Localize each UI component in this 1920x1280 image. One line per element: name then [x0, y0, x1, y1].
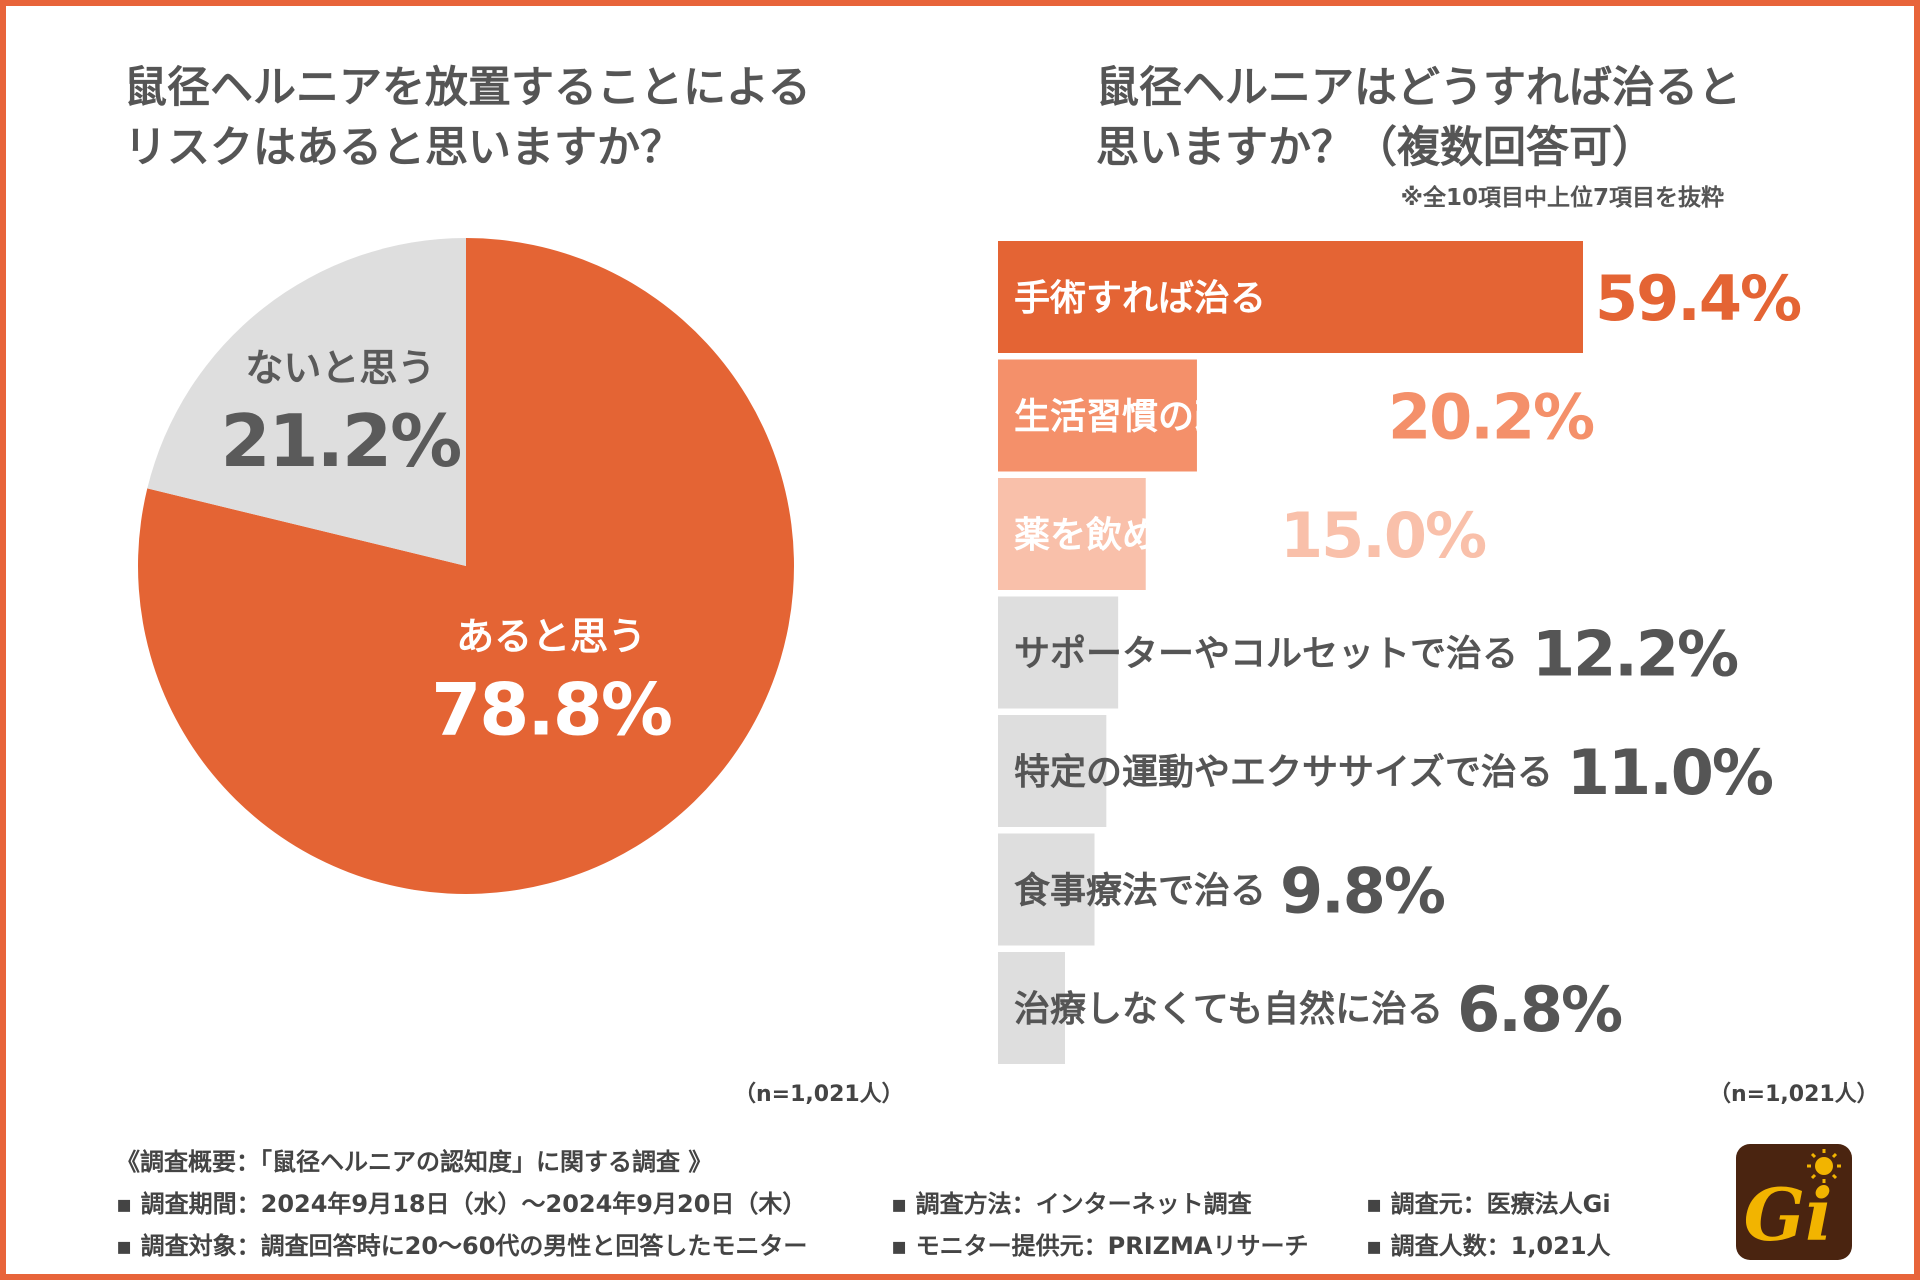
bar-value-7: 6.8% [1457, 973, 1622, 1046]
bar-value-1: 59.4% [1595, 262, 1801, 335]
survey-overview: 《調査概要：「鼠径ヘルニアの認知度」に関する調査 》 ▪ 調査期間：2024年9… [116, 1141, 1716, 1267]
bar-3 [998, 478, 1146, 590]
pie-slice-1 [137, 238, 794, 894]
pie-chart: あると思う 78.8% ないと思う 21.2% [137, 238, 794, 894]
logo-mark: Gi [1744, 1149, 1841, 1257]
survey-source: ▪ 調査元：医療法人Gi [1366, 1190, 1611, 1218]
pie-sample-size: （n=1,021人） [734, 1082, 904, 1107]
survey-count: ▪ 調査人数：1,021人 [1366, 1232, 1611, 1260]
bar-title-line1: 鼠径ヘルニアはどうすれば治ると [1096, 63, 1741, 113]
pie-slice-value-1: 78.8% [431, 667, 671, 751]
bar-chart-note: ※全10項目中上位7項目を抜粋 [1400, 185, 1724, 211]
bar-value-6: 9.8% [1280, 855, 1445, 928]
pie-title-line1: 鼠径ヘルニアを放置することによる [124, 63, 811, 113]
bar-5 [998, 715, 1107, 827]
survey-row-1: ▪ 調査期間：2024年9月18日（水）～2024年9月20日（木） ▪ 調査方… [116, 1183, 1716, 1225]
bar-label-3: 薬を飲めば治る [1014, 515, 1266, 556]
survey-heading: 《調査概要：「鼠径ヘルニアの認知度」に関する調査 》 [116, 1148, 713, 1176]
bar-7 [998, 952, 1065, 1064]
pie-slice-label-2: ないと思う [245, 346, 435, 390]
bar-title-line2: 思いますか？（複数回答可） [1096, 123, 1655, 173]
bar-chart-title: 鼠径ヘルニアはどうすれば治ると 思いますか？（複数回答可） [1096, 58, 1796, 178]
survey-provider: ▪ モニター提供元：PRIZMAリサーチ [891, 1232, 1309, 1260]
survey-method: ▪ 調査方法：インターネット調査 [891, 1190, 1252, 1218]
bar-1 [998, 241, 1583, 353]
bar-value-5: 11.0% [1567, 736, 1773, 809]
bar-6 [998, 833, 1095, 946]
bar-label-5: 特定の運動やエクササイズで治る [1014, 751, 1553, 793]
pie-slice-label-1: あると思う [456, 614, 646, 658]
survey-target: ▪ 調査対象：調査回答時に20～60代の男性と回答したモニター [116, 1232, 808, 1260]
survey-row-2: ▪ 調査対象：調査回答時に20～60代の男性と回答したモニター ▪ モニター提供… [116, 1225, 1716, 1267]
logo-text: Gi [1744, 1172, 1833, 1257]
pie-title-line2: リスクはあると思いますか？ [124, 123, 683, 173]
sun-icon [1807, 1149, 1841, 1183]
bar-label-6: 食事療法で治る [1014, 871, 1266, 912]
bar-chart: 手術すれば治る 59.4% 生活習慣の改善で治る 20.2% 薬を飲めば治る 15.0% サ… [998, 241, 1803, 1064]
bar-2 [998, 359, 1197, 472]
bar-label-7: 治療しなくても自然に治る [1014, 988, 1443, 1030]
survey-period: ▪ 調査期間：2024年9月18日（水）～2024年9月20日（木） [116, 1190, 807, 1218]
bar-value-3: 15.0% [1280, 499, 1486, 572]
clinic-logo: Gi [1736, 1144, 1852, 1260]
bar-label-4: サポーターやコルセットで治る [1014, 633, 1518, 675]
pie-slice-value-2: 21.2% [220, 399, 460, 483]
bar-label-1: 手術すれば治る [1014, 278, 1266, 319]
bar-label-2: 生活習慣の改善で治る [1014, 397, 1374, 438]
bar-value-4: 12.2% [1532, 618, 1738, 691]
bar-sample-size: （n=1,021人） [1709, 1082, 1879, 1107]
pie-chart-title: 鼠径ヘルニアを放置することによる リスクはあると思いますか？ [124, 58, 844, 178]
bar-4 [998, 596, 1119, 709]
pie-slice-2 [147, 238, 466, 566]
bar-value-2: 20.2% [1388, 381, 1594, 454]
